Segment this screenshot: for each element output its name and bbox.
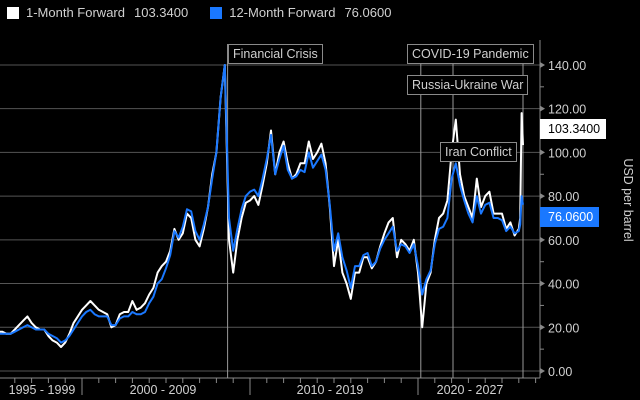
- y-tick-label: 20.00: [548, 321, 579, 335]
- y-tick-arrow: [540, 105, 545, 112]
- legend-item-12-month: 12-Month Forward 76.0600: [210, 5, 391, 20]
- legend-label: 12-Month Forward: [229, 5, 336, 20]
- series-line-12-month: [0, 64, 524, 344]
- y-tick-arrow: [540, 149, 545, 156]
- y-tick-arrow: [540, 236, 545, 243]
- legend-swatch-blue: [210, 6, 223, 19]
- legend-item-1-month: 1-Month Forward 103.3400: [7, 5, 188, 20]
- legend-value: 76.0600: [344, 5, 392, 20]
- legend-value: 103.3400: [133, 5, 189, 20]
- y-tick-label: 80.00: [548, 190, 579, 204]
- y-tick-arrow: [540, 324, 545, 331]
- y-tick-label: 100.00: [548, 146, 586, 160]
- annotation-covid: COVID-19 Pandemic: [407, 44, 534, 64]
- last-value-tag-1-month: 103.3400: [540, 119, 607, 139]
- legend-swatch-white: [7, 6, 19, 19]
- y-tick-arrow: [540, 280, 545, 287]
- legend-label: 1-Month Forward: [26, 5, 125, 20]
- series-line-1-month: [0, 64, 524, 348]
- annotation-iran-conflict: Iran Conflict: [440, 142, 517, 162]
- y-tick-arrow: [540, 61, 545, 68]
- x-range-label: 2000 - 2009: [130, 383, 197, 397]
- legend: 1-Month Forward 103.3400 12-Month Forwar…: [7, 5, 405, 20]
- annotation-russia-ukraine: Russia-Ukraine War: [407, 75, 529, 95]
- last-value-tag-12-month: 76.0600: [540, 207, 600, 227]
- x-range-label: 1995 - 1999: [9, 383, 76, 397]
- y-tick-label: 120.00: [548, 103, 586, 117]
- y-axis-label: USD per barrel: [621, 158, 635, 242]
- y-tick-label: 140.00: [548, 59, 586, 73]
- y-tick-arrow: [540, 193, 545, 200]
- y-tick-label: 0.00: [548, 365, 572, 379]
- y-tick-arrow: [540, 368, 545, 374]
- annotation-financial-crisis: Financial Crisis: [228, 44, 323, 64]
- x-range-label: 2020 - 2027: [437, 383, 504, 397]
- y-tick-label: 60.00: [548, 234, 579, 248]
- y-tick-label: 40.00: [548, 278, 579, 292]
- x-range-label: 2010 - 2019: [297, 383, 364, 397]
